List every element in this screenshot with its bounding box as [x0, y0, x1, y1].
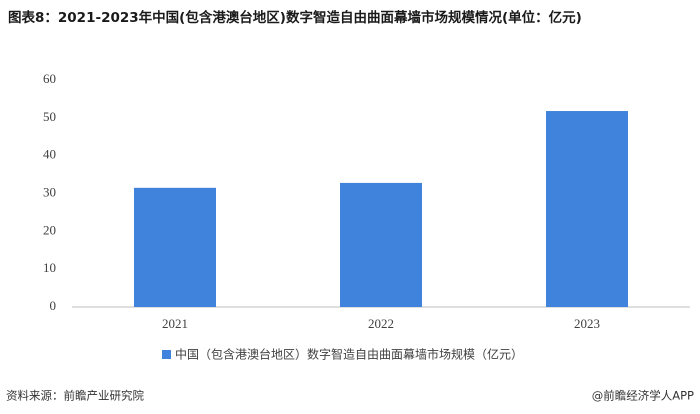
- y-tick-label: 40: [43, 147, 56, 162]
- source: 资料来源：前瞻产业研究院: [6, 389, 144, 403]
- bar: [546, 111, 628, 307]
- y-tick-label: 50: [43, 109, 56, 124]
- chart-title: 图表8：2021-2023年中国(包含港澳台地区)数字智造自由曲面幕墙市场规模情…: [8, 9, 582, 26]
- x-tick-label: 2021: [162, 316, 188, 331]
- brand: @前瞻经济学人APP: [592, 389, 694, 403]
- y-tick-label: 10: [43, 260, 56, 275]
- bar: [340, 182, 422, 307]
- y-tick-label: 0: [50, 298, 57, 313]
- y-tick-label: 60: [43, 71, 56, 86]
- x-tick-label: 2023: [574, 316, 600, 331]
- legend-label: 中国（包含港澳台地区）数字智造自由曲面幕墙市场规模（亿元）: [175, 347, 523, 362]
- bar: [134, 187, 216, 307]
- y-tick-label: 30: [43, 184, 56, 199]
- x-tick-label: 2022: [368, 316, 394, 331]
- legend-swatch: [162, 350, 171, 359]
- y-tick-label: 20: [43, 222, 56, 237]
